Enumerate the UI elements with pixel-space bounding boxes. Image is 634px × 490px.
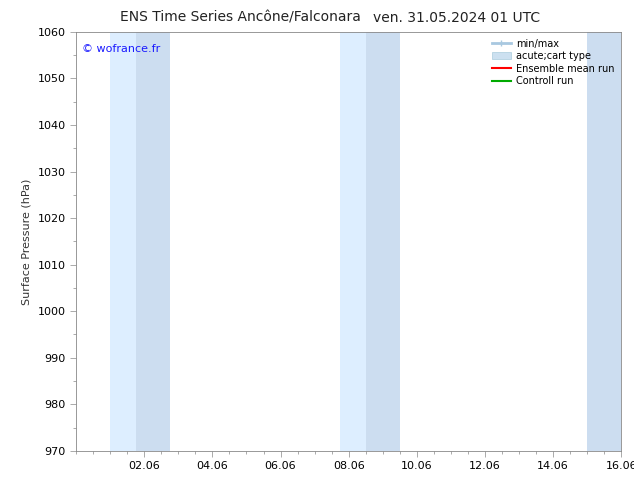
Bar — [587, 32, 621, 451]
Y-axis label: Surface Pressure (hPa): Surface Pressure (hPa) — [22, 178, 32, 304]
Bar — [366, 32, 400, 451]
Bar — [136, 32, 170, 451]
Legend: min/max, acute;cart type, Ensemble mean run, Controll run: min/max, acute;cart type, Ensemble mean … — [489, 37, 616, 88]
Bar — [110, 32, 136, 451]
Text: ENS Time Series Ancône/Falconara: ENS Time Series Ancône/Falconara — [120, 11, 361, 25]
Bar — [340, 32, 366, 451]
Text: © wofrance.fr: © wofrance.fr — [82, 45, 160, 54]
Text: ven. 31.05.2024 01 UTC: ven. 31.05.2024 01 UTC — [373, 11, 540, 25]
